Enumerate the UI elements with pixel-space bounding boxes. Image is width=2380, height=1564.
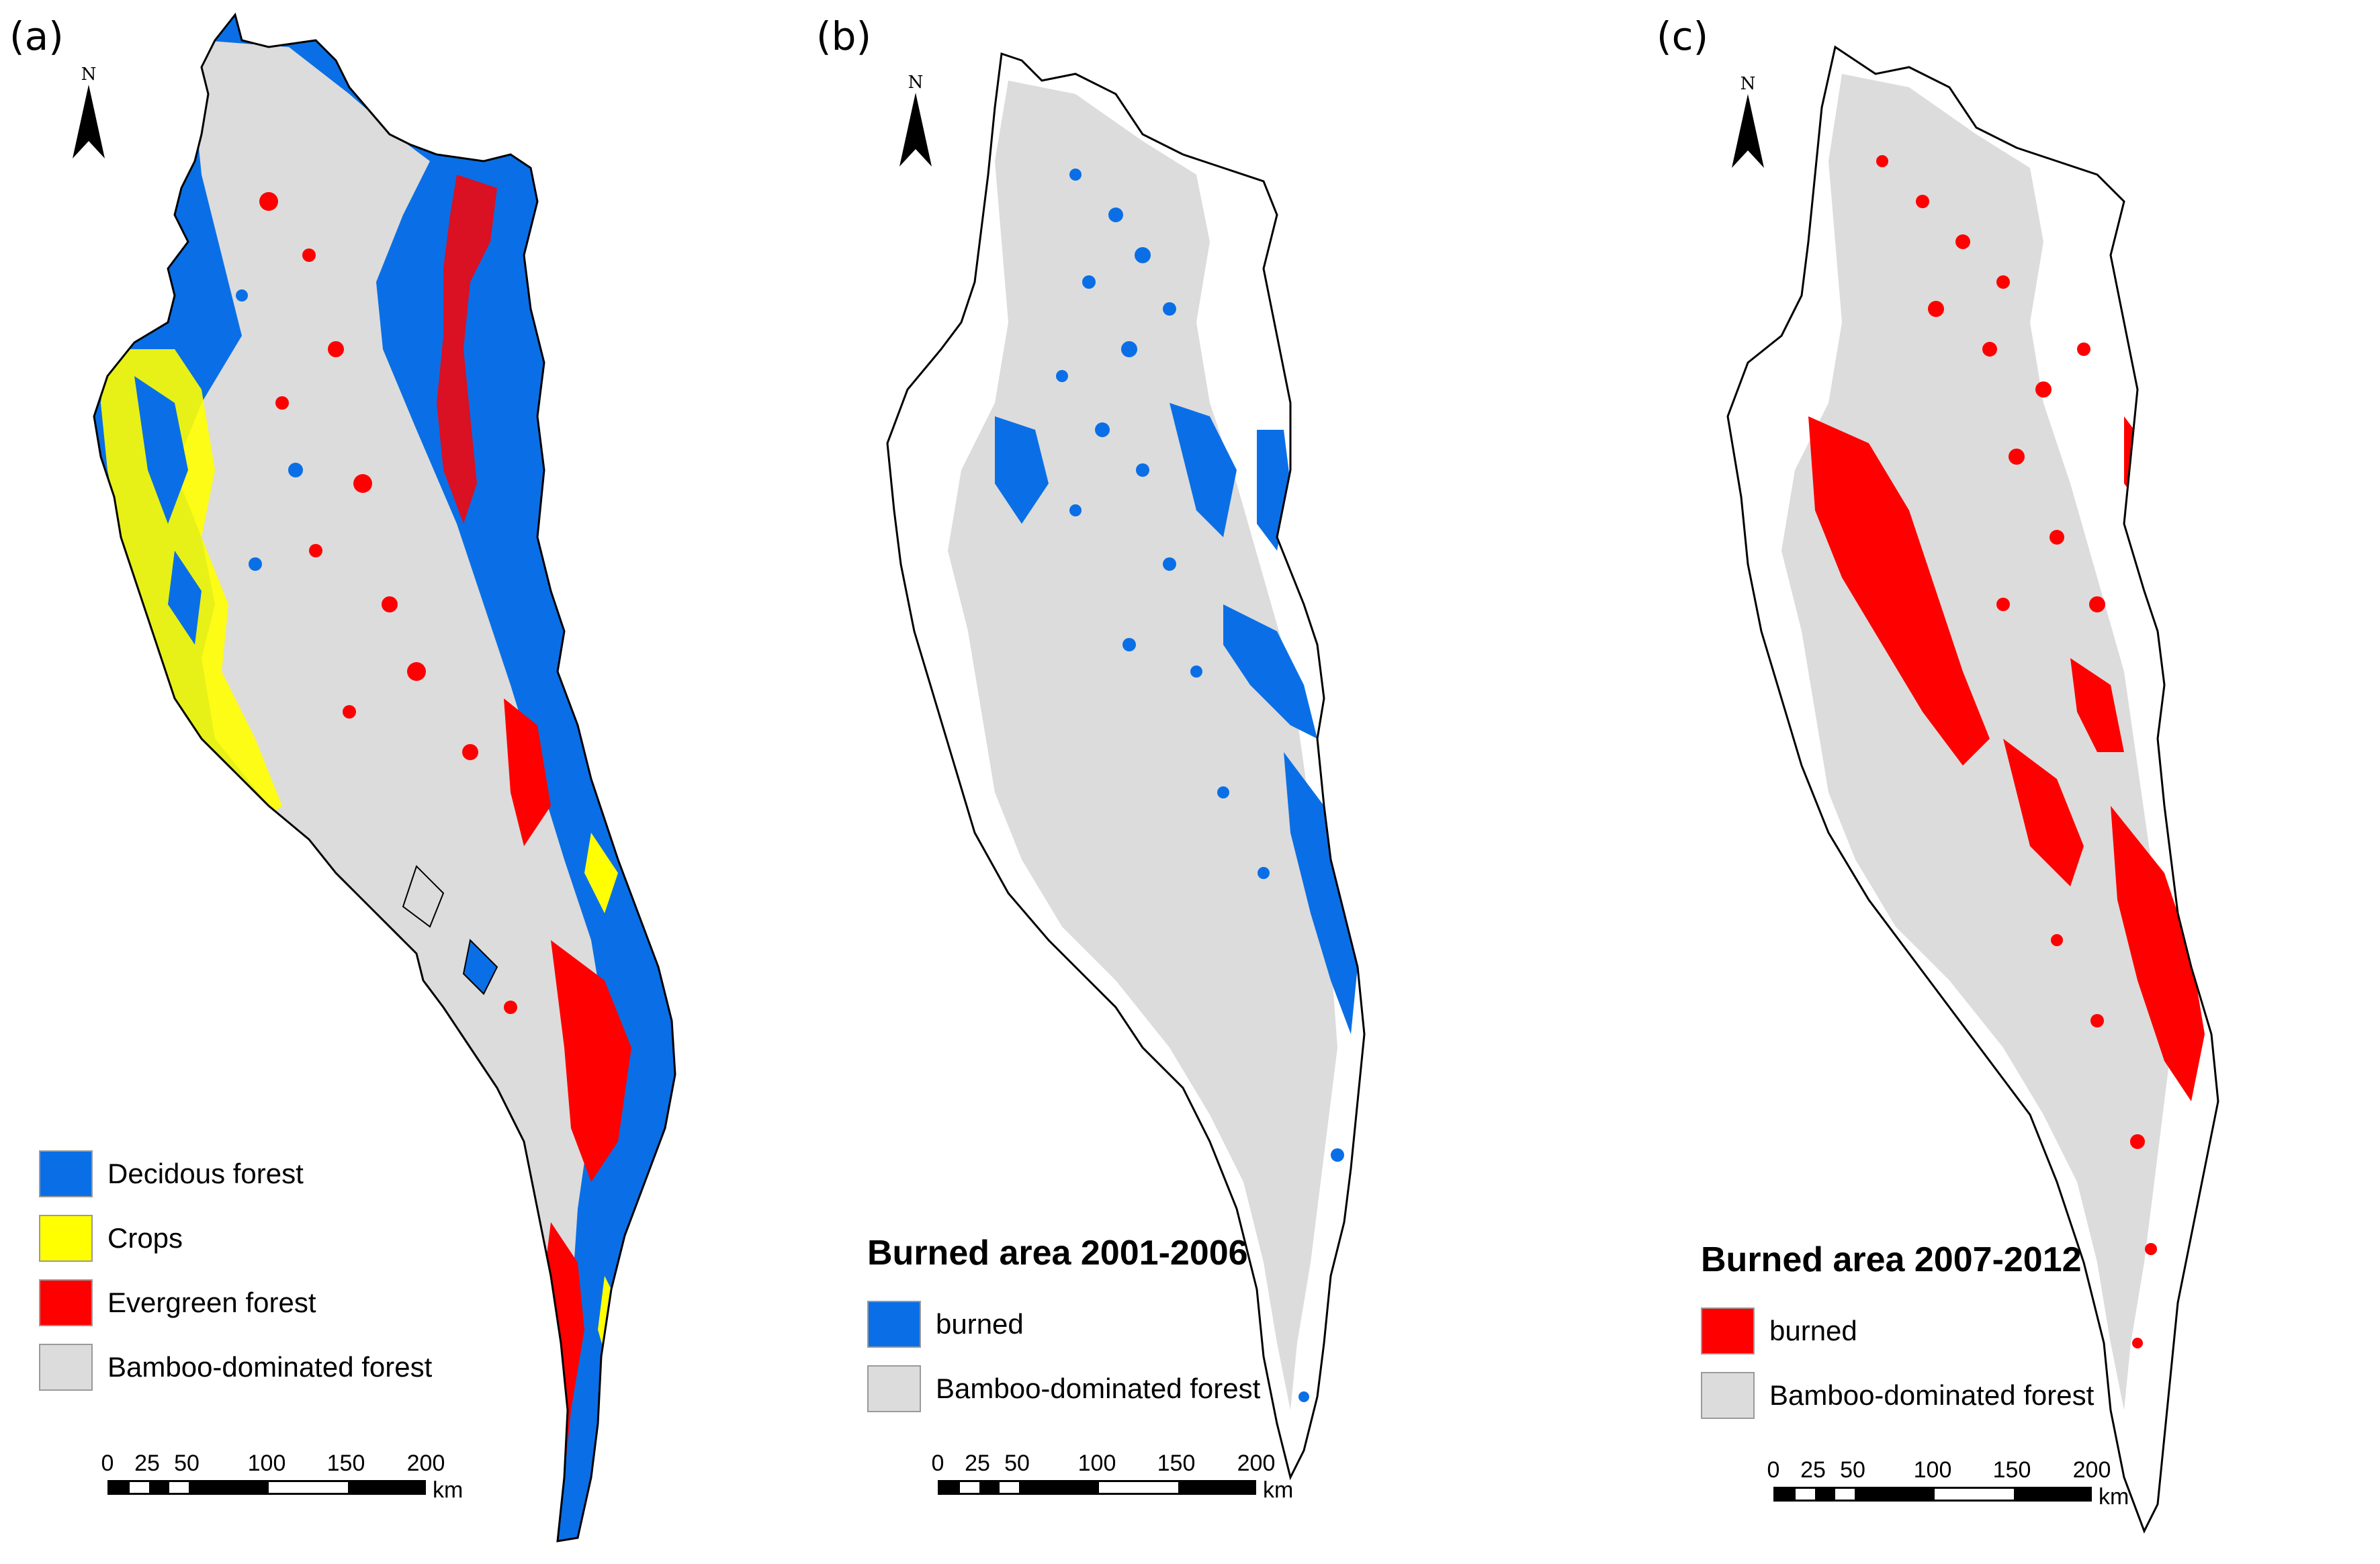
legend-label: burned bbox=[936, 1308, 1024, 1340]
scale-ticks: 0 25 50 100 150 200 bbox=[101, 1451, 445, 1480]
scale-bar: 0 25 50 100 150 200 km bbox=[101, 1451, 464, 1503]
swatch-bamboo bbox=[1701, 1372, 1755, 1419]
scale-tick: 25 bbox=[1800, 1457, 1826, 1483]
scale-tick: 25 bbox=[134, 1451, 160, 1476]
scale-bar-segments bbox=[1773, 1487, 2092, 1502]
legend-item-burned: burned bbox=[867, 1292, 1260, 1356]
panel-label: (a) bbox=[9, 13, 64, 59]
legend-item-bamboo: Bamboo-dominated forest bbox=[39, 1335, 432, 1399]
legend-title: Burned area 2001-2006 bbox=[867, 1234, 1248, 1273]
north-arrow: N bbox=[1728, 74, 1768, 171]
swatch-crops bbox=[39, 1215, 93, 1262]
scale-tick: 150 bbox=[326, 1451, 365, 1476]
legend-item-burned: burned bbox=[1701, 1299, 2094, 1363]
swatch-burned bbox=[867, 1301, 921, 1348]
north-arrow: N bbox=[69, 64, 109, 162]
scale-bar: 0 25 50 100 150 200 km bbox=[1767, 1457, 2129, 1510]
legend-label: Decidous forest bbox=[107, 1158, 304, 1189]
scale-tick: 200 bbox=[406, 1451, 445, 1476]
north-arrow-icon bbox=[1732, 94, 1764, 168]
scale-tick: 100 bbox=[1913, 1457, 1952, 1483]
legend: Burned area 2007-2012 burned Bamboo-domi… bbox=[1701, 1240, 2094, 1428]
swatch-bamboo bbox=[39, 1344, 93, 1391]
legend-item-bamboo: Bamboo-dominated forest bbox=[867, 1356, 1260, 1421]
swatch-evergreen bbox=[39, 1279, 93, 1326]
panel-c: (c) bbox=[1587, 0, 2380, 1564]
legend-label: Bamboo-dominated forest bbox=[107, 1351, 433, 1383]
scale-tick: 50 bbox=[174, 1451, 200, 1476]
scale-tick: 50 bbox=[1840, 1457, 1865, 1483]
scale-bar-segments bbox=[107, 1480, 426, 1495]
north-arrow: N bbox=[895, 73, 936, 170]
legend-label: Crops bbox=[107, 1222, 183, 1254]
scale-bar-segments bbox=[938, 1480, 1256, 1495]
scale-tick: 100 bbox=[247, 1451, 286, 1476]
panel-a: (a) bbox=[0, 0, 793, 1564]
north-letter: N bbox=[81, 64, 97, 85]
burned-area-map-2001-2006 bbox=[886, 52, 1366, 1481]
scale-unit: km bbox=[1263, 1477, 1294, 1503]
panel-b: (b) bbox=[793, 0, 1587, 1564]
legend-item-decidous: Decidous forest bbox=[39, 1142, 432, 1206]
scale-tick: 150 bbox=[1157, 1451, 1196, 1476]
legend-label: burned bbox=[1769, 1315, 1857, 1346]
land-cover-map bbox=[93, 12, 676, 1543]
legend: Decidous forest Crops Evergreen forest B… bbox=[39, 1142, 432, 1399]
swatch-decidous bbox=[39, 1150, 93, 1197]
scale-tick: 0 bbox=[931, 1451, 944, 1476]
legend-label: Bamboo-dominated forest bbox=[1769, 1379, 2095, 1411]
scale-bar: 0 25 50 100 150 200 km bbox=[932, 1451, 1294, 1503]
legend-label: Bamboo-dominated forest bbox=[936, 1373, 1261, 1404]
scale-tick: 200 bbox=[1237, 1451, 1276, 1476]
north-arrow-icon bbox=[73, 85, 105, 158]
scale-unit: km bbox=[2099, 1484, 2129, 1510]
burned-area-map-2007-2012 bbox=[1726, 45, 2219, 1534]
swatch-burned bbox=[1701, 1307, 1755, 1354]
legend: Burned area 2001-2006 burned Bamboo-domi… bbox=[867, 1233, 1260, 1421]
panel-label: (c) bbox=[1657, 13, 1709, 59]
scale-tick: 200 bbox=[2072, 1457, 2111, 1483]
scale-unit: km bbox=[433, 1477, 464, 1503]
scale-tick: 100 bbox=[1077, 1451, 1116, 1476]
scale-ticks: 0 25 50 100 150 200 bbox=[932, 1451, 1276, 1480]
north-arrow-icon bbox=[899, 93, 932, 167]
swatch-bamboo bbox=[867, 1365, 921, 1412]
scale-tick: 0 bbox=[1767, 1457, 1780, 1483]
legend-item-bamboo: Bamboo-dominated forest bbox=[1701, 1363, 2094, 1428]
scale-tick: 150 bbox=[1992, 1457, 2031, 1483]
north-letter: N bbox=[908, 73, 924, 93]
scale-ticks: 0 25 50 100 150 200 bbox=[1767, 1457, 2111, 1487]
panel-label: (b) bbox=[816, 13, 872, 59]
legend-item-crops: Crops bbox=[39, 1206, 432, 1271]
scale-tick: 0 bbox=[101, 1451, 114, 1476]
legend-item-evergreen: Evergreen forest bbox=[39, 1271, 432, 1335]
legend-label: Evergreen forest bbox=[107, 1287, 316, 1318]
scale-tick: 50 bbox=[1004, 1451, 1030, 1476]
legend-title: Burned area 2007-2012 bbox=[1701, 1240, 2082, 1279]
scale-tick: 25 bbox=[965, 1451, 990, 1476]
north-letter: N bbox=[1740, 74, 1756, 94]
